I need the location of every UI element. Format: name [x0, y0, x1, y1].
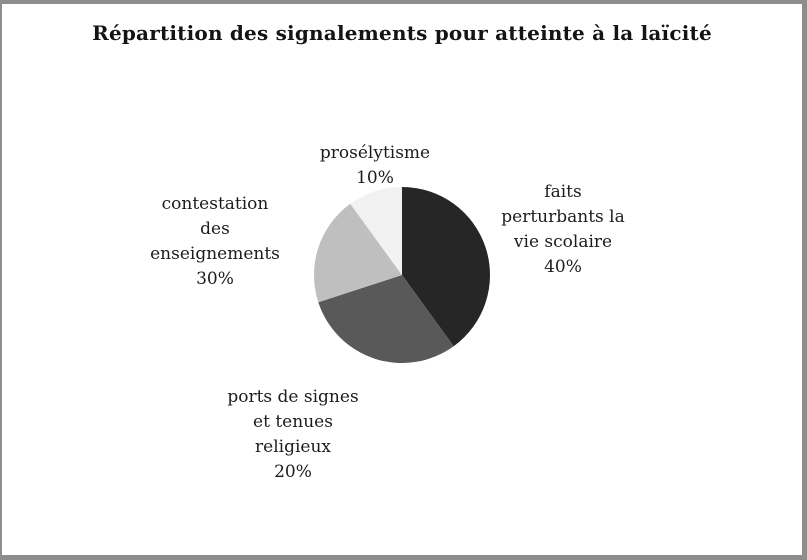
- slice-label-ports-de-signes: ports de signes et tenues religieux 20%: [227, 387, 359, 482]
- pie-slice-contestation: [314, 203, 402, 303]
- pie-chart: [314, 187, 491, 363]
- slice-label-contestation: contestation des enseignements 30%: [150, 194, 280, 289]
- pie-slice-faits-perturbants: [402, 187, 491, 347]
- pie-slice-ports-de-signes: [318, 275, 454, 363]
- slice-label-faits-perturbants: faits perturbants la vie scolaire 40%: [501, 182, 625, 277]
- slice-label-proselytisme: prosélytisme 10%: [319, 143, 431, 188]
- chart-title: Répartition des signalements pour attein…: [92, 21, 712, 45]
- pie-slice-proselytisme: [350, 187, 402, 275]
